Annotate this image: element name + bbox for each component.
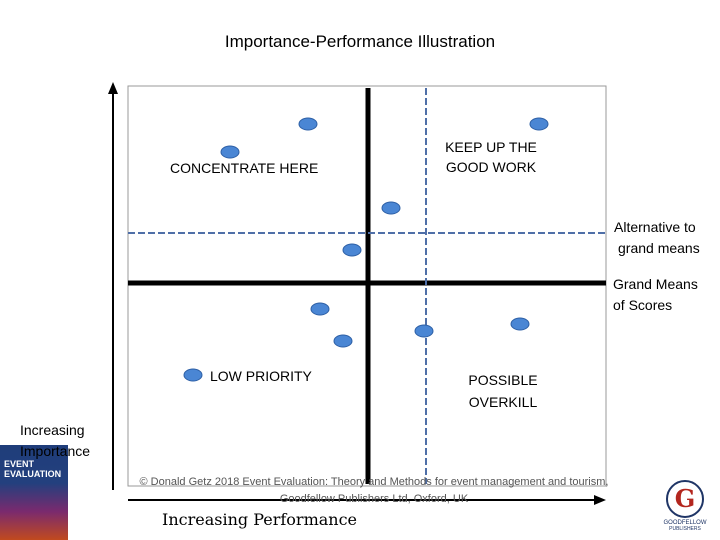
alt-means-label: Alternative to grand means <box>614 217 700 259</box>
data-point <box>414 324 434 338</box>
data-point <box>220 145 240 159</box>
legend-line: Alternative to <box>614 219 696 235</box>
book-title-line: EVENT <box>4 459 35 469</box>
publisher-logo: G GOODFELLOW PUBLISHERS <box>655 480 715 535</box>
plot-frame <box>127 85 607 487</box>
quadrant-label-line: OVERKILL <box>468 394 538 410</box>
copyright-notice: © Donald Getz 2018 Event Evaluation: The… <box>134 474 614 508</box>
legend-line: grand means <box>618 240 700 256</box>
legend-line: Grand Means <box>613 276 698 292</box>
data-point <box>342 243 362 257</box>
copyright-line: © Donald Getz 2018 Event Evaluation: The… <box>139 476 609 488</box>
y-axis-label-line: Importance <box>20 443 91 459</box>
quadrant-label-line: POSSIBLE <box>468 372 538 388</box>
quadrant-label-overkill: POSSIBLE OVERKILL <box>455 369 551 413</box>
logo-mark: G <box>666 480 704 518</box>
x-axis-arrowhead <box>594 495 606 505</box>
data-point <box>381 201 401 215</box>
data-point <box>510 317 530 331</box>
logo-text: GOODFELLOW <box>663 520 707 526</box>
book-cover-image: EVENT EVALUATION <box>0 445 68 540</box>
data-point <box>310 302 330 316</box>
y-axis-label-line: Increasing <box>20 422 85 438</box>
data-point <box>333 334 353 348</box>
copyright-line: Goodfellow Publishers Ltd, Oxford, UK <box>279 493 469 505</box>
grand-means-label: Grand Means of Scores <box>613 274 698 316</box>
quadrant-label-low-priority: LOW PRIORITY <box>210 368 312 384</box>
y-axis-arrowhead <box>108 82 118 94</box>
data-point <box>298 117 318 131</box>
quadrant-label-concentrate: CONCENTRATE HERE <box>170 160 319 176</box>
book-title-line: EVALUATION <box>4 469 62 479</box>
quadrant-label-line: KEEP UP THE <box>445 139 537 155</box>
y-axis-label: Increasing Importance <box>20 420 90 462</box>
quadrant-label-keep-up: KEEP UP THE GOOD WORK <box>438 137 544 177</box>
data-point <box>529 117 549 131</box>
quadrant-label-line: GOOD WORK <box>445 159 537 175</box>
page-title: Importance-Performance Illustration <box>224 32 496 51</box>
x-axis-label: Increasing Performance <box>162 510 358 529</box>
legend-line: of Scores <box>613 297 673 313</box>
logo-text: PUBLISHERS <box>669 526 701 532</box>
data-point <box>183 368 203 382</box>
